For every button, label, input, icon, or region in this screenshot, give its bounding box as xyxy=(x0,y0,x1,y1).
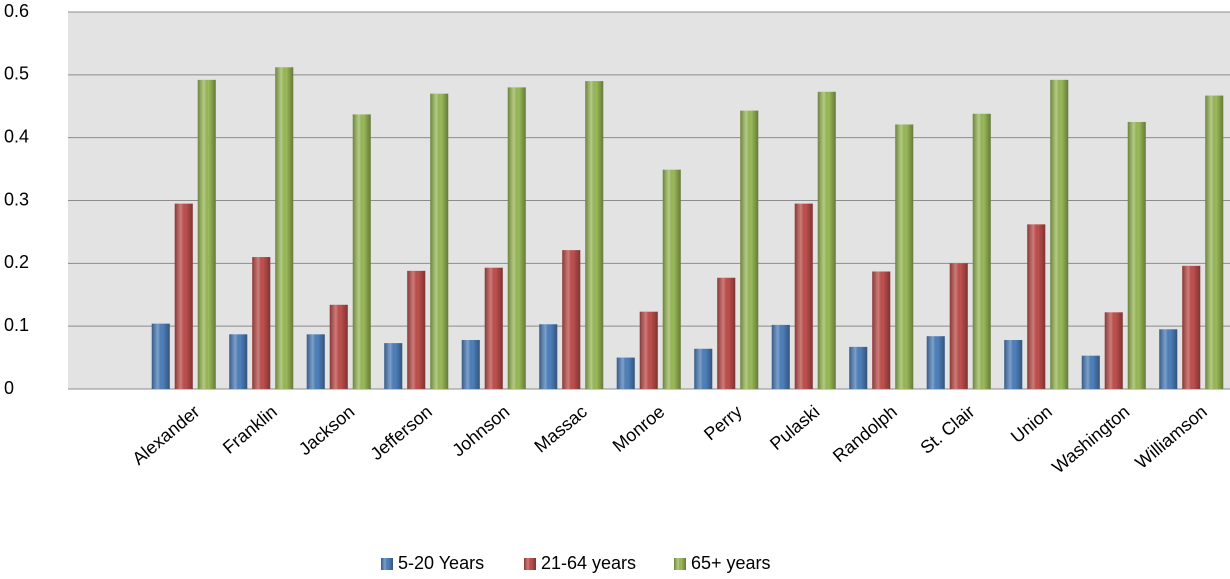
bar xyxy=(817,91,836,389)
bar xyxy=(1004,339,1023,389)
x-tick-label: Williamson xyxy=(1131,401,1211,472)
bar xyxy=(151,323,170,389)
x-tick-label: Alexander xyxy=(128,401,203,468)
bar xyxy=(1159,329,1178,389)
bar xyxy=(794,203,813,389)
bar xyxy=(275,67,294,389)
x-tick-label: Johnson xyxy=(448,401,513,460)
bar xyxy=(585,81,604,389)
bar xyxy=(1127,121,1146,389)
bar xyxy=(407,270,426,389)
x-tick-label: Jefferson xyxy=(367,401,436,464)
y-tick-label: 0.6 xyxy=(4,1,29,21)
bar xyxy=(329,304,348,389)
y-tick-label: 0.4 xyxy=(4,126,29,146)
bar xyxy=(639,311,658,389)
y-tick-label: 0.3 xyxy=(4,189,29,209)
legend-label: 5-20 Years xyxy=(398,553,484,573)
x-tick-label: Franklin xyxy=(219,401,281,457)
bar xyxy=(539,324,558,389)
bar xyxy=(507,87,526,390)
bar xyxy=(1205,95,1224,390)
bar xyxy=(949,263,968,389)
y-tick-label: 0 xyxy=(4,378,14,398)
x-tick-label: Union xyxy=(1007,401,1056,447)
bar xyxy=(384,343,403,389)
bar xyxy=(430,93,449,389)
bar xyxy=(306,334,325,389)
bar xyxy=(352,114,371,389)
bar xyxy=(694,348,713,389)
bar xyxy=(197,79,216,390)
bar xyxy=(461,339,480,389)
legend-marker-shading xyxy=(381,558,393,570)
legend-label: 21-64 years xyxy=(541,553,636,573)
bar xyxy=(872,271,891,389)
x-tick-label: Perry xyxy=(700,401,746,444)
bar xyxy=(1104,312,1123,389)
bar xyxy=(484,267,503,389)
bar xyxy=(926,336,945,389)
y-tick-label: 0.5 xyxy=(4,64,29,84)
legend-marker-shading xyxy=(524,558,536,570)
x-tick-label: Randolph xyxy=(829,401,901,466)
bar xyxy=(174,203,193,389)
bar xyxy=(1182,265,1201,389)
y-tick-label: 0.2 xyxy=(4,252,29,272)
bar xyxy=(771,324,790,389)
bar xyxy=(662,169,681,389)
bar xyxy=(229,334,248,389)
x-tick-label: Monroe xyxy=(609,401,669,456)
y-tick-label: 0.1 xyxy=(4,315,29,335)
x-tick-label: Massac xyxy=(531,401,591,456)
x-tick-label: Washington xyxy=(1048,401,1133,477)
bar xyxy=(1081,355,1100,389)
bar xyxy=(849,346,868,389)
legend-label: 65+ years xyxy=(691,553,771,573)
x-tick-label: Pulaski xyxy=(766,401,823,454)
bar xyxy=(1050,79,1069,390)
bar xyxy=(717,277,736,389)
bar xyxy=(252,257,271,389)
x-tick-label: St. Clair xyxy=(916,401,978,457)
bar xyxy=(972,113,991,389)
bar xyxy=(1027,224,1046,389)
bar xyxy=(562,250,581,389)
bar xyxy=(616,357,635,389)
x-tick-label: Jackson xyxy=(295,401,358,459)
bar xyxy=(740,110,759,390)
legend-marker-shading xyxy=(674,558,686,570)
bar xyxy=(895,124,914,389)
